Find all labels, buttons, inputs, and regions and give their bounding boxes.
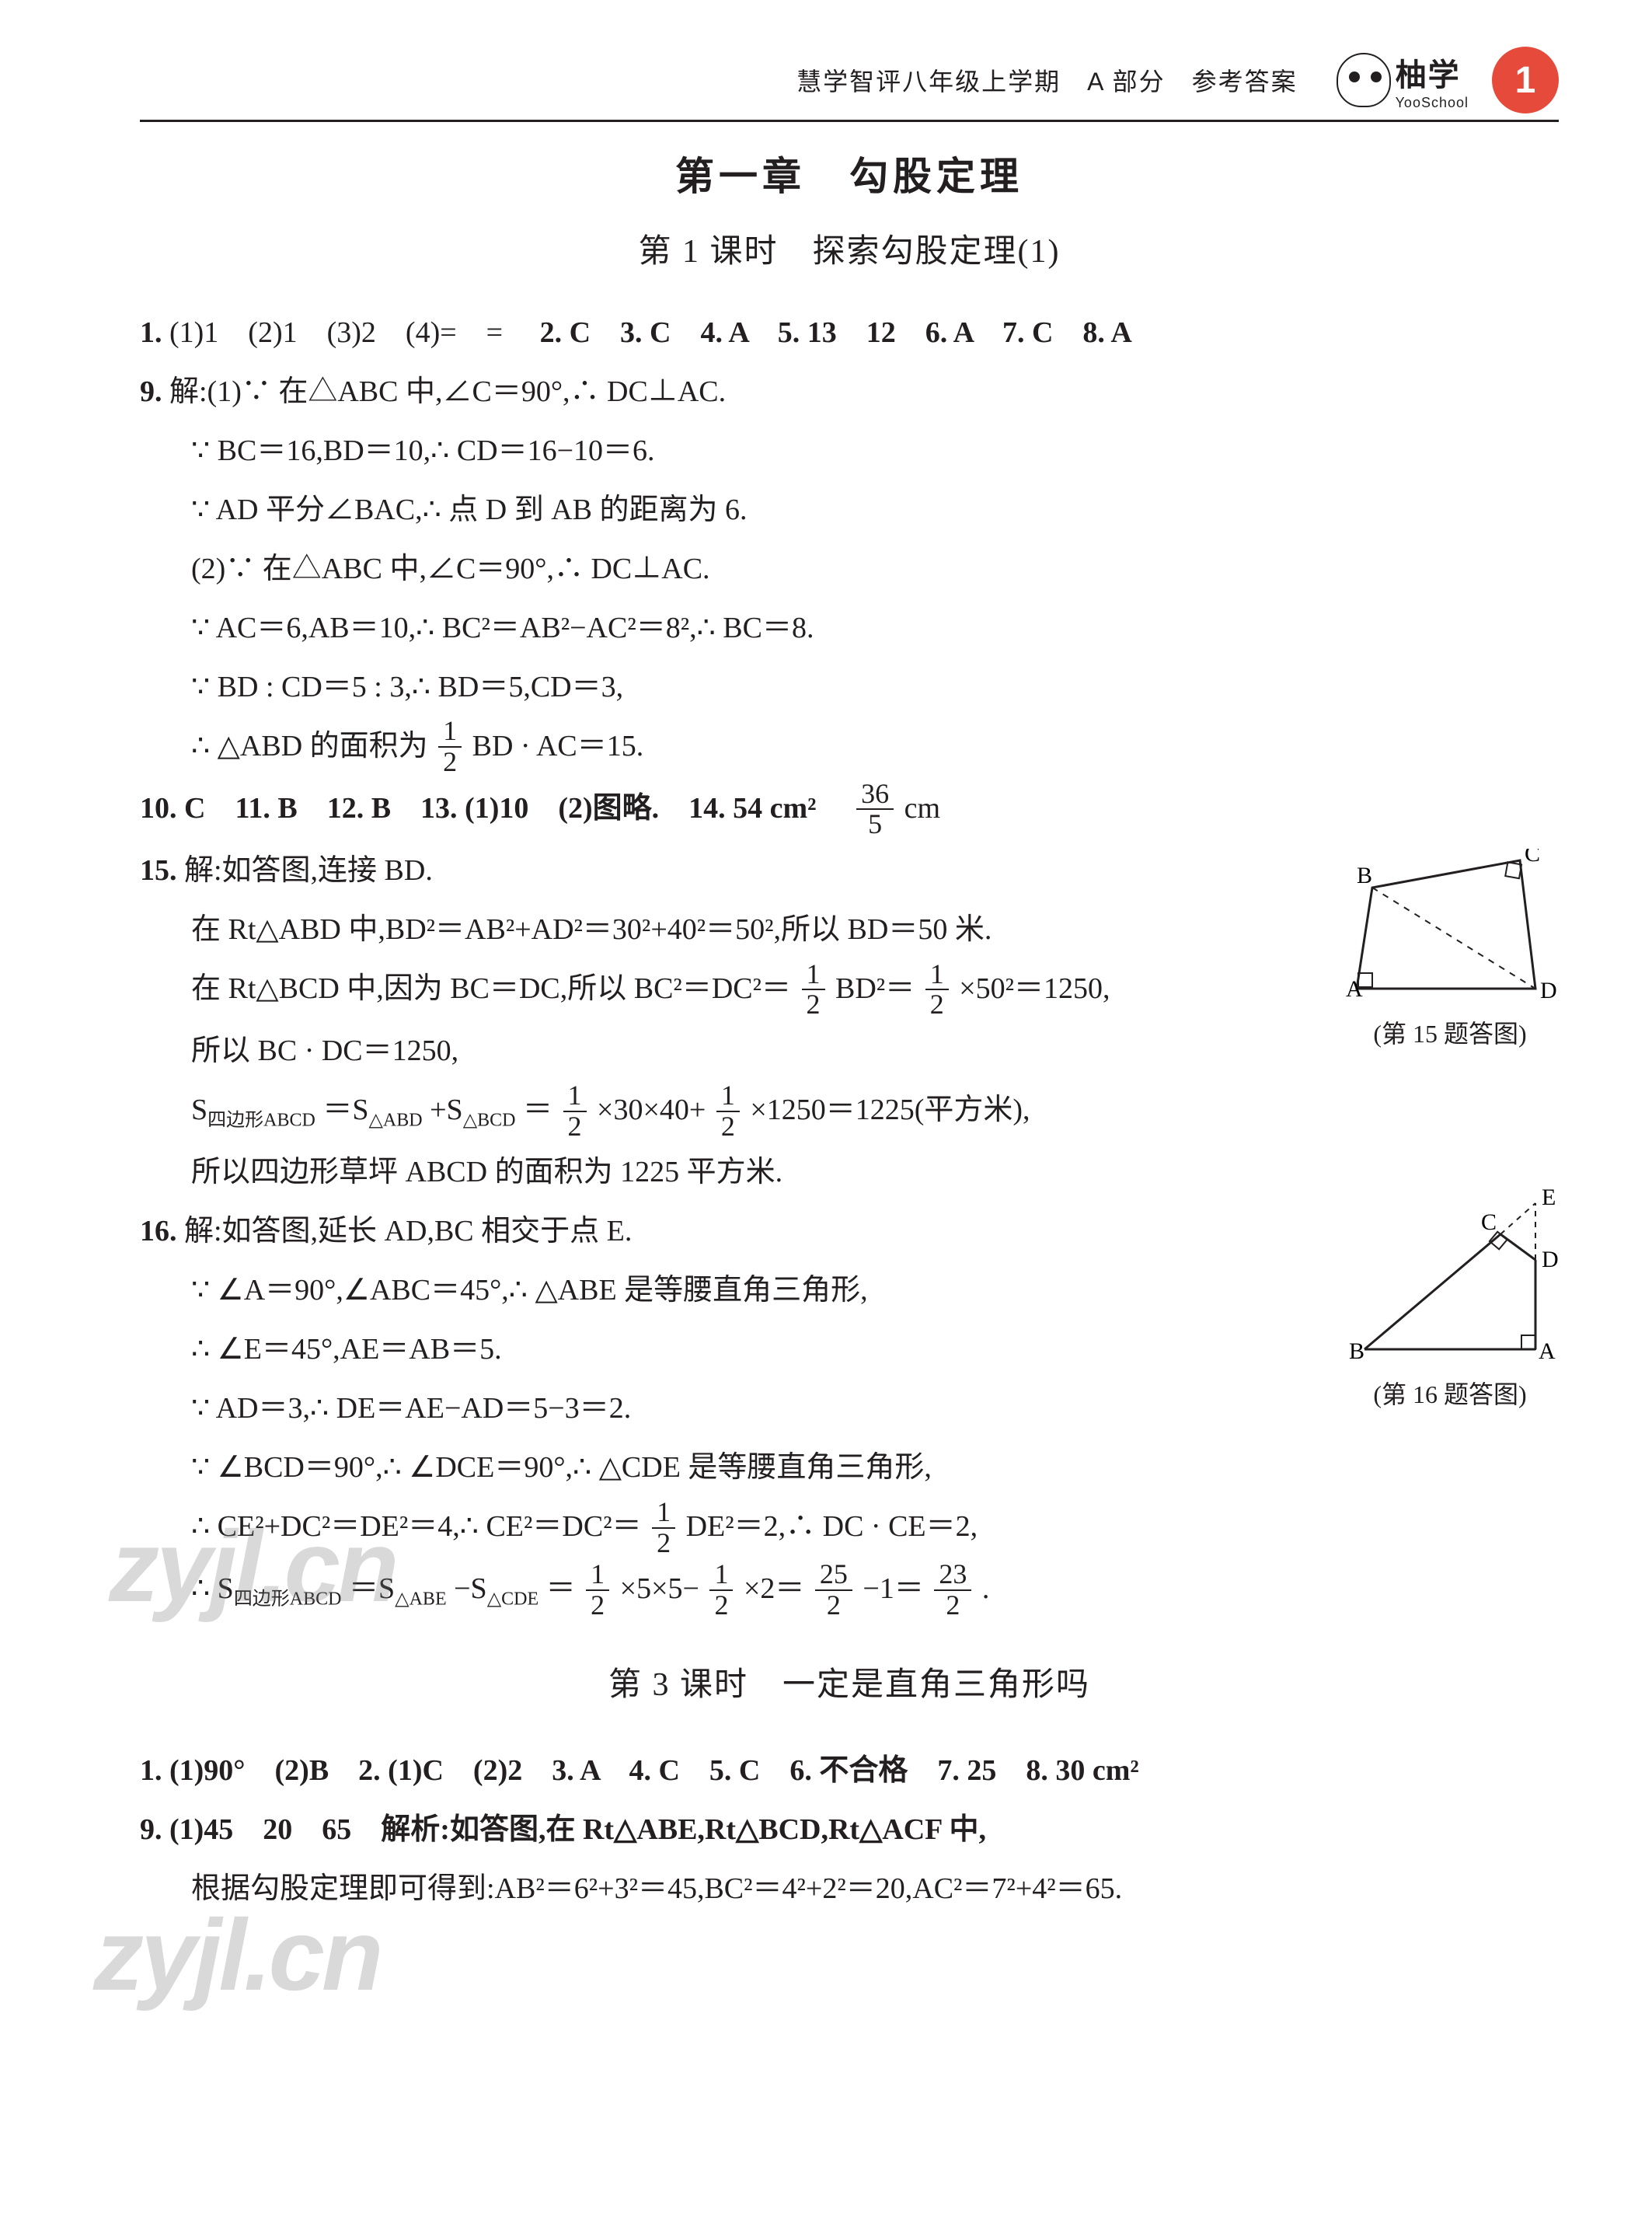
lesson-3-title: 第 3 课时 一定是直角三角形吗 [140,1652,1559,1718]
svg-text:E: E [1542,1186,1556,1210]
lesson3-q9-2: 根据勾股定理即可得到:AB²＝6²+3²＝45,BC²＝4²+2²＝20,AC²… [140,1859,1559,1918]
header-rule [140,120,1559,122]
q9-line-5: ∵ AC＝6,AB＝10,∴ BC²＝AB²−AC²＝8²,∴ BC＝8. [140,598,1559,658]
svg-text:B: B [1349,1338,1364,1364]
breadcrumb: 慧学智评八年级上学期 A 部分 参考答案 [140,62,1313,98]
figure-16-caption: (第 16 题答图) [1341,1369,1559,1419]
logo-text-cn: 柚学 [1396,50,1469,95]
answers-body: 1. (1)1 (2)1 (3)2 (4)= = 2. C 3. C 4. A … [140,303,1559,1918]
lesson3-q1-8: 1. (1)90° (2)B 2. (1)C (2)2 3. A 4. C 5.… [140,1741,1559,1800]
svg-text:D: D [1540,978,1557,1003]
lesson-1-title: 第 1 课时 探索勾股定理(1) [140,225,1559,272]
logo-text-en: YooSchool [1396,95,1469,111]
q9-line-2: ∵ BC＝16,BD＝10,∴ CD＝16−10＝6. [140,421,1559,480]
figure-15-caption: (第 15 题答图) [1341,1009,1559,1059]
q15-line-5: S四边形ABCD ＝S△ABD +S△BCD ＝ 12 ×30×40+ 12 ×… [140,1080,1559,1143]
page-number-badge: 1 [1492,47,1559,113]
figure-15: A B C D (第 15 题答图) [1341,849,1559,1059]
fraction-half: 1 2 [438,717,462,777]
q10-14-line: 10. C 11. B 12. B 13. (1)10 (2)图略. 14. 5… [140,779,1559,841]
svg-text:A: A [1539,1338,1556,1364]
q16-line-7: ∴ S四边形ABCD ＝S△ABE −S△CDE ＝ 12 ×5×5− 12 ×… [140,1559,1559,1621]
q9-line-7: ∴ △ABD 的面积为 1 2 BD · AC＝15. [140,717,1559,779]
mascot-icon [1337,53,1391,107]
answer-line-1: 1. (1)1 (2)1 (3)2 (4)= = 2. C 3. C 4. A … [140,303,1559,362]
lesson3-q9-1: 9. (1)45 20 65 解析:如答图,在 Rt△ABE,Rt△BCD,Rt… [140,1800,1559,1859]
svg-text:C: C [1481,1209,1497,1235]
page-header: 慧学智评八年级上学期 A 部分 参考答案 柚学 YooSchool 1 [140,47,1559,113]
svg-text:B: B [1357,863,1372,888]
q9-line-3: ∵ AD 平分∠BAC,∴ 点 D 到 AB 的距离为 6. [140,480,1559,539]
chapter-title: 第一章 勾股定理 [140,145,1559,201]
logo: 柚学 YooSchool [1337,50,1469,111]
q9-line-6: ∵ BD : CD＝5 : 3,∴ BD＝5,CD＝3, [140,658,1559,717]
q9-line-1: 9. 解:(1)∵ 在△ABC 中,∠C＝90°,∴ DC⊥AC. [140,362,1559,421]
q15-block: A B C D (第 15 题答图) 15. 解:如答图,连接 BD. 在 Rt… [140,841,1559,1202]
figure-16: A B C D E (第 16 题答图) [1341,1186,1559,1419]
svg-text:C: C [1525,849,1540,867]
svg-text:A: A [1346,976,1363,1002]
fraction-36-5: 36 5 [856,780,894,840]
q16-line-5: ∵ ∠BCD＝90°,∴ ∠DCE＝90°,∴ △CDE 是等腰直角三角形, [140,1438,1559,1497]
q9-line-4: (2)∵ 在△ABC 中,∠C＝90°,∴ DC⊥AC. [140,539,1559,598]
svg-text:D: D [1542,1247,1559,1272]
q16-block: A B C D E (第 16 题答图) 16. 解:如答图,延长 AD,BC … [140,1202,1559,1621]
q16-line-6: ∴ CE²+DC²＝DE²＝4,∴ CE²＝DC²＝ 12 DE²＝2,∴ DC… [140,1497,1559,1559]
